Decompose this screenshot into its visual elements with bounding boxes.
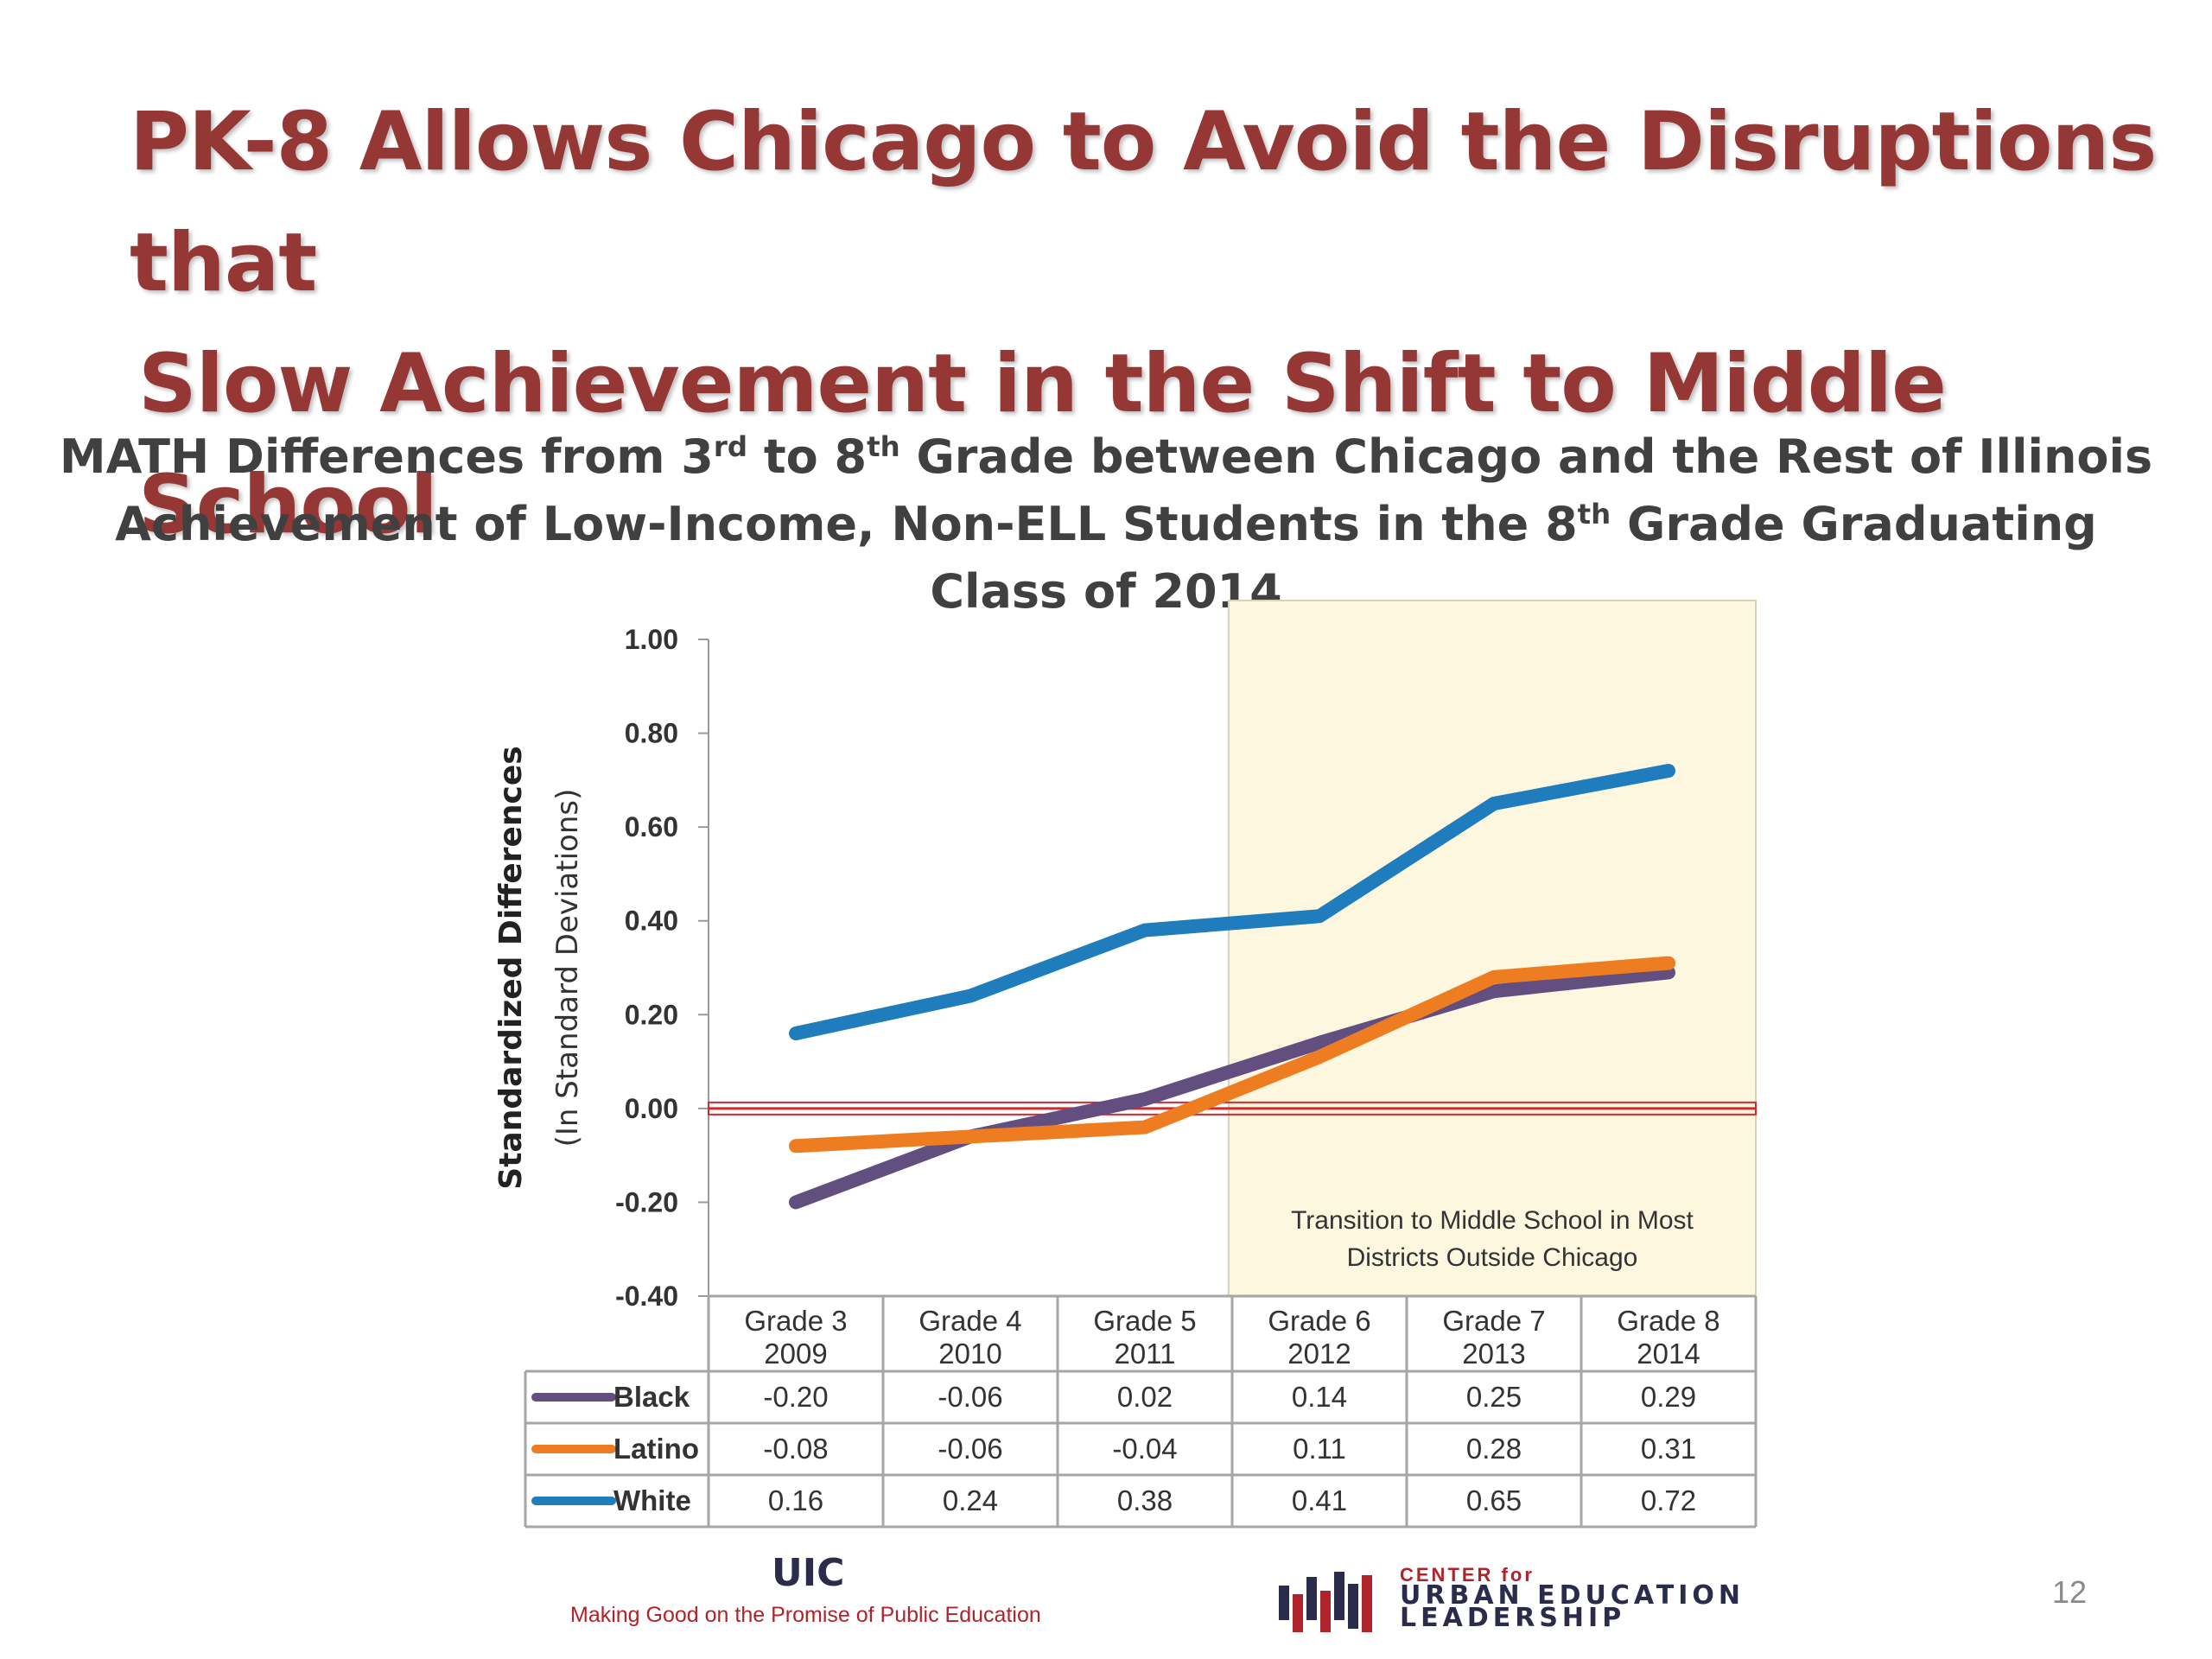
y-tick-label: 0.40 xyxy=(625,906,678,937)
page-number: 12 xyxy=(2052,1574,2088,1610)
table-cell-value: -0.04 xyxy=(1112,1433,1177,1465)
table-cell-value: 0.25 xyxy=(1466,1381,1522,1413)
y-tick-label: -0.40 xyxy=(615,1281,678,1312)
x-category-year-label: 2010 xyxy=(938,1338,1001,1370)
series-line-latino xyxy=(789,956,1675,1154)
title-line-1: PK-8 Allows Chicago to Avoid the Disrupt… xyxy=(130,95,2157,310)
y-tick-label: 0.20 xyxy=(625,999,678,1030)
y-axis-title: Standardized Differences xyxy=(493,746,529,1189)
x-category-year-label: 2009 xyxy=(764,1338,827,1370)
table-cell-value: -0.20 xyxy=(763,1381,828,1413)
legend-label-latino: Latino xyxy=(613,1433,699,1465)
center-name: URBAN EDUCATION LEADERSHIP xyxy=(1400,1580,1745,1633)
table-cell-value: 0.41 xyxy=(1292,1484,1347,1516)
table-cell-value: 0.29 xyxy=(1641,1381,1696,1413)
legend-label-black: Black xyxy=(613,1381,690,1413)
y-tick-label: 1.00 xyxy=(625,624,678,655)
x-category-year-label: 2013 xyxy=(1462,1338,1525,1370)
table-cell-value: 0.14 xyxy=(1292,1381,1347,1413)
x-category-label: Grade 5 xyxy=(1093,1305,1196,1337)
series-line-black xyxy=(789,965,1675,1210)
x-category-label: Grade 3 xyxy=(744,1305,847,1337)
y-tick-label: 0.60 xyxy=(625,811,678,842)
x-category-year-label: 2014 xyxy=(1637,1338,1700,1370)
table-cell-value: -0.06 xyxy=(938,1433,1002,1465)
subtitle-line-1: MATH Differences from 3rd to 8th Grade b… xyxy=(59,429,2153,484)
table-cell-value: 0.11 xyxy=(1293,1433,1346,1465)
y-tick-label: 0.80 xyxy=(625,718,678,749)
center-name-line-1: URBAN EDUCATION xyxy=(1400,1580,1745,1611)
x-category-label: Grade 6 xyxy=(1268,1305,1370,1337)
table-cell-value: 0.02 xyxy=(1117,1381,1173,1413)
chart-subtitle: MATH Differences from 3rd to 8th Grade b… xyxy=(52,423,2160,626)
y-tick-label: -0.20 xyxy=(615,1186,678,1217)
table-cell-value: 0.65 xyxy=(1466,1484,1522,1516)
x-category-label: Grade 8 xyxy=(1617,1305,1719,1337)
series-line-white xyxy=(789,764,1675,1040)
subtitle-line-2: Achievement of Low-Income, Non-ELL Stude… xyxy=(115,497,2097,619)
title-line-2: Slow Achievement in the Shift to Middle … xyxy=(138,337,1947,552)
legend-label-white: White xyxy=(613,1484,691,1516)
y-axis-subtitle: (In Standard Deviations) xyxy=(550,789,585,1147)
x-category-year-label: 2011 xyxy=(1115,1338,1176,1370)
slide-title: PK-8 Allows Chicago to Avoid the Disrupt… xyxy=(130,82,2186,566)
transition-annotation-line-1: Transition to Middle School in Most xyxy=(1291,1206,1694,1235)
table-cell-value: 0.16 xyxy=(768,1484,823,1516)
table-cell-value: 0.31 xyxy=(1641,1433,1696,1465)
table-cell-value: 0.72 xyxy=(1641,1484,1696,1516)
table-cell-value: 0.24 xyxy=(943,1484,998,1516)
x-category-year-label: 2012 xyxy=(1287,1338,1351,1370)
table-cell-value: 0.28 xyxy=(1466,1433,1522,1465)
table-cell-value: -0.08 xyxy=(763,1433,828,1465)
x-category-label: Grade 7 xyxy=(1442,1305,1545,1337)
center-name-line-2: LEADERSHIP xyxy=(1400,1603,1626,1633)
y-tick-label: 0.00 xyxy=(625,1093,678,1124)
footer-tagline: Making Good on the Promise of Public Edu… xyxy=(570,1603,1041,1627)
skyline-logo-icon xyxy=(1279,1572,1372,1632)
x-category-label: Grade 4 xyxy=(918,1305,1021,1337)
center-for-label: CENTER for xyxy=(1400,1564,1535,1586)
table-cell-value: -0.06 xyxy=(938,1381,1002,1413)
transition-annotation-line-2: Districts Outside Chicago xyxy=(1347,1243,1638,1272)
table-cell-value: 0.38 xyxy=(1117,1484,1173,1516)
shaded-transition-region xyxy=(1227,600,1757,1297)
uic-logo-text: UIC xyxy=(772,1551,845,1595)
